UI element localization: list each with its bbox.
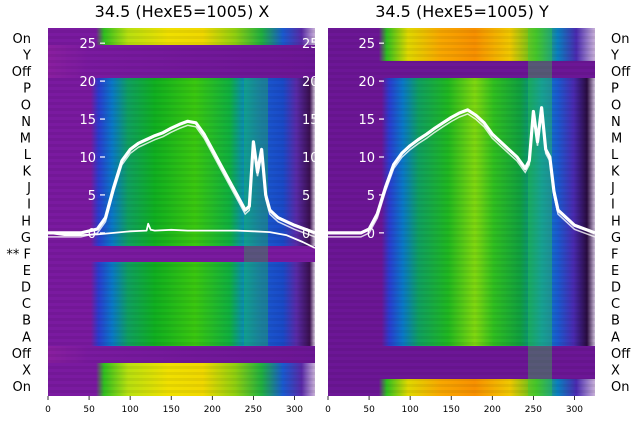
row-label: M: [611, 131, 622, 146]
y-tick-label-right: 10: [302, 151, 319, 166]
panel-x-title: 34.5 (HexE5=1005) X: [95, 2, 270, 21]
x-tick-label: 50: [83, 405, 95, 415]
row-label: P: [611, 82, 619, 97]
row-label: A: [611, 330, 620, 345]
row-label: L: [611, 148, 619, 163]
x-tick-label: 100: [402, 405, 419, 415]
row-label: D: [611, 281, 621, 296]
row-label: A: [22, 330, 31, 345]
x-tick-label: 0: [325, 405, 331, 415]
row-label: H: [611, 214, 621, 229]
x-tick-label: 200: [204, 405, 221, 415]
row-label: On: [611, 32, 629, 47]
row-label: I: [611, 198, 615, 213]
row-label: D: [21, 281, 31, 296]
y-tick-label-right: 15: [302, 113, 319, 128]
y-tick-label-right: 25: [302, 37, 319, 52]
y-tick-label: 15: [79, 113, 96, 128]
row-label: G: [611, 231, 621, 246]
row-label: K: [22, 165, 31, 180]
row-label: B: [22, 314, 31, 329]
row-label: O: [611, 98, 621, 113]
x-tick-label: 300: [566, 405, 583, 415]
panel-y-texture: [328, 28, 595, 396]
panel-y-heatmap: [328, 28, 595, 396]
x-tick-label: 0: [45, 405, 51, 415]
y-tick-label: 25: [79, 37, 96, 52]
series-line-spread: [48, 124, 316, 238]
row-label: I: [27, 198, 31, 213]
y-tick-label: 5: [88, 189, 96, 204]
y-tick-label: 20: [79, 75, 96, 90]
row-label: ** F: [6, 247, 31, 262]
panel-x: 34.5 (HexE5=1005) X 0 5 10 15 20 250 5 10 15 20 25…: [6, 2, 318, 415]
panel-x-series: [47, 119, 316, 249]
row-label: On: [13, 32, 31, 47]
x-tick-label: 200: [484, 405, 501, 415]
y-tick-label: 15: [358, 113, 375, 128]
row-label: X: [22, 363, 31, 378]
row-label: N: [611, 115, 621, 130]
row-label: K: [611, 165, 620, 180]
series-line: [47, 222, 316, 249]
row-label: J: [610, 181, 615, 196]
row-label: Y: [610, 49, 619, 64]
x-tick-label: 250: [245, 405, 262, 415]
row-label: N: [21, 115, 31, 130]
y-tick-label: 5: [367, 189, 375, 204]
y-tick-label: 10: [79, 151, 96, 166]
row-label: O: [21, 98, 31, 113]
y-tick-label-right: 5: [302, 189, 310, 204]
x-tick-label: 100: [122, 405, 139, 415]
y-tick-label: 25: [358, 37, 375, 52]
row-label: On: [611, 380, 629, 395]
row-label: J: [26, 181, 31, 196]
row-label: Off: [611, 347, 631, 362]
row-label: Y: [22, 49, 31, 64]
row-label: E: [23, 264, 31, 279]
x-tick-label: 50: [363, 405, 375, 415]
panel-x-x-ticks: 0 50 100 150 200 250 300: [45, 396, 303, 415]
panel-y-title: 34.5 (HexE5=1005) Y: [375, 2, 549, 21]
y-tick-label: 0: [367, 227, 375, 242]
row-label: C: [22, 297, 31, 312]
row-label: C: [611, 297, 620, 312]
x-tick-label: 150: [443, 405, 460, 415]
row-label: M: [20, 131, 31, 146]
row-label: F: [611, 247, 618, 262]
row-label: L: [24, 148, 32, 163]
row-label: E: [611, 264, 619, 279]
x-tick-label: 250: [525, 405, 542, 415]
panel-y-column-streak: [528, 28, 552, 396]
series-line-spread: [328, 111, 596, 238]
panel-y-series: [328, 106, 596, 238]
row-label: Off: [12, 65, 32, 80]
row-label: On: [13, 380, 31, 395]
y-tick-label-right: 20: [302, 75, 319, 90]
panel-y: 34.5 (HexE5=1005) Y 0 5 10 15 20 25 0 50 100 150…: [325, 2, 631, 415]
row-label: P: [23, 82, 31, 97]
x-tick-label: 150: [163, 405, 180, 415]
row-label: H: [21, 214, 31, 229]
row-label: X: [611, 363, 620, 378]
panel-x-heatmap: [48, 28, 315, 396]
row-label: Off: [611, 65, 631, 80]
panel-y-x-ticks: 0 50 100 150 200 250 300: [325, 396, 583, 415]
row-label: Off: [12, 347, 32, 362]
row-label: B: [611, 314, 620, 329]
row-label: G: [21, 231, 31, 246]
y-tick-label: 20: [358, 75, 375, 90]
x-tick-label: 300: [286, 405, 303, 415]
y-tick-label: 10: [358, 151, 375, 166]
